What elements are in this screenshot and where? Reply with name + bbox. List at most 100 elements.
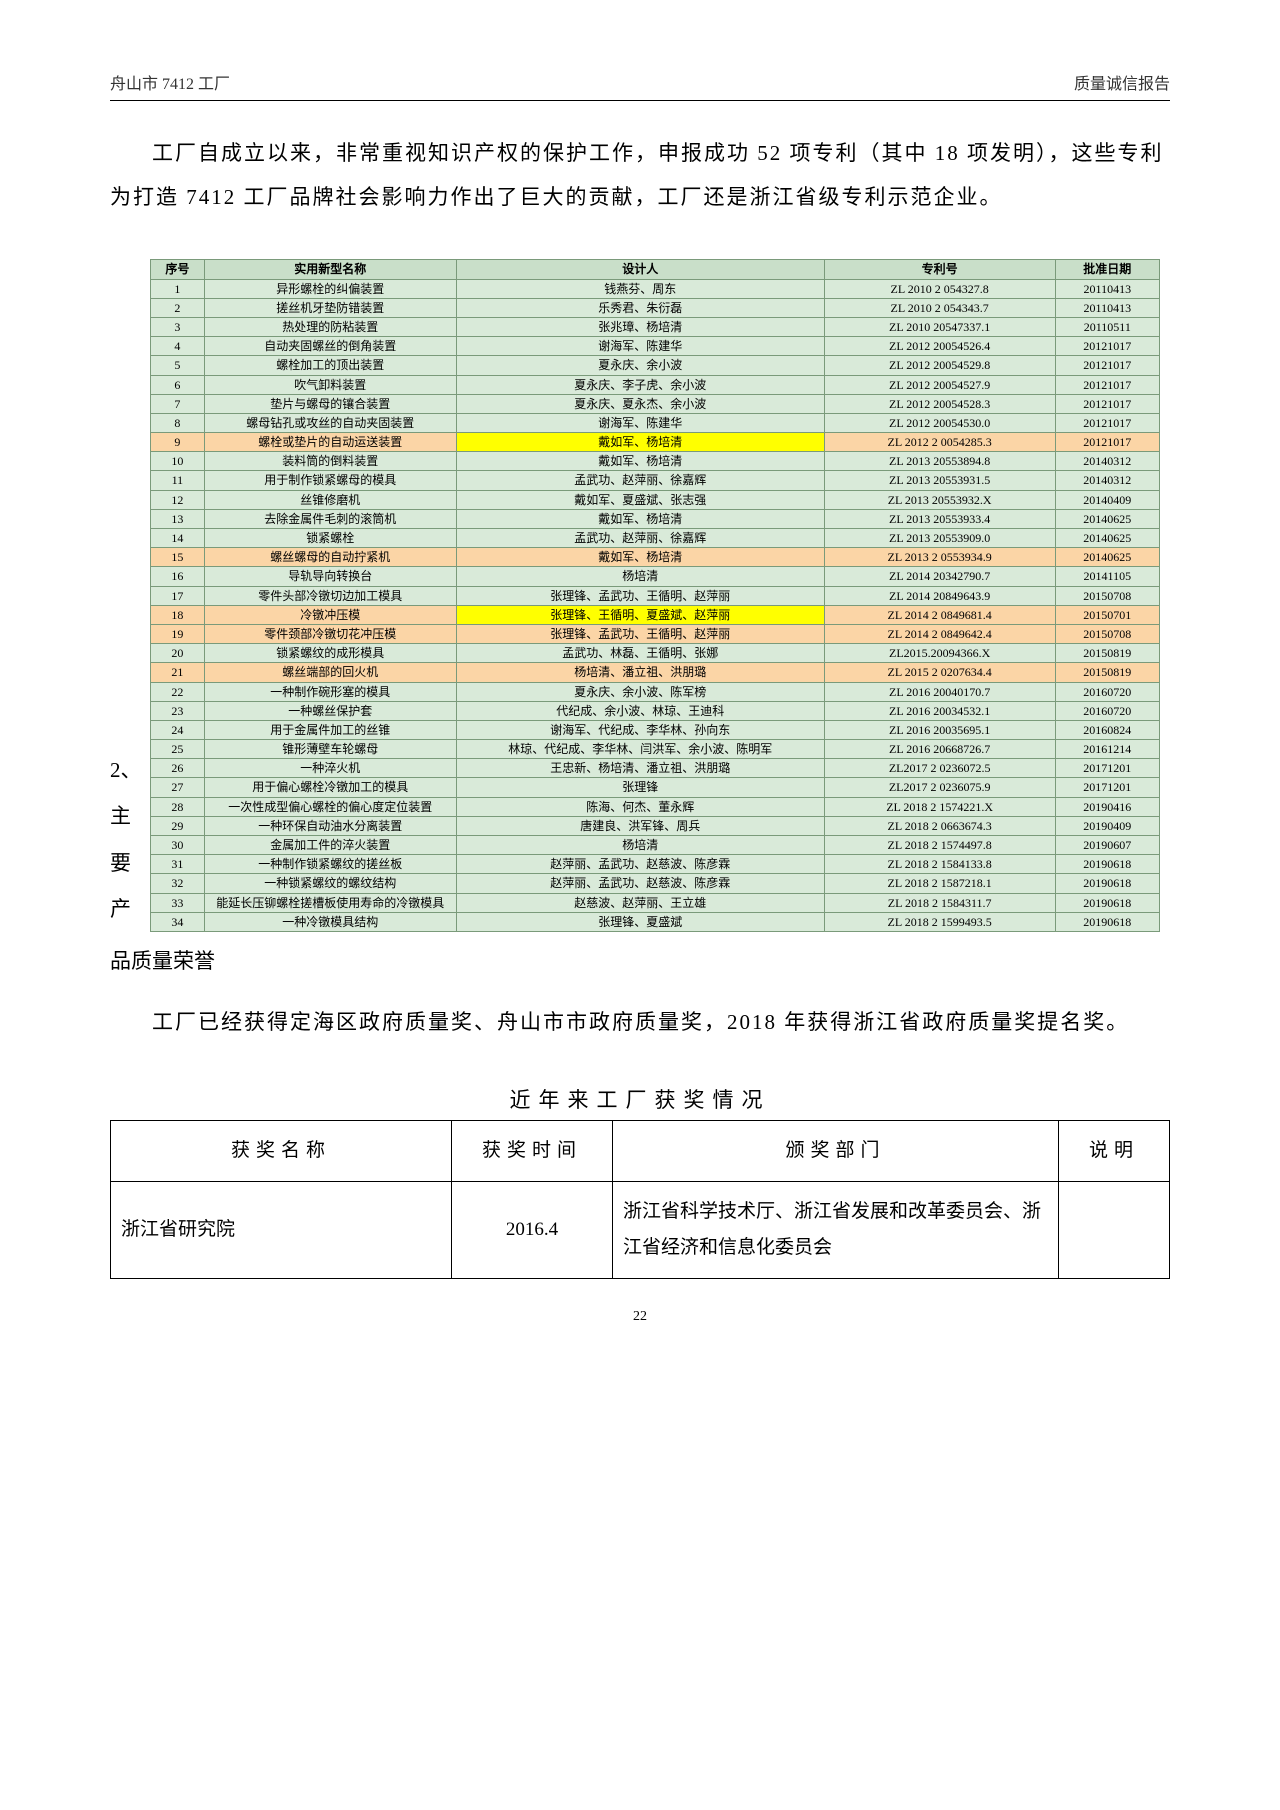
cell-seq: 21 <box>151 663 205 682</box>
cell-name: 一种制作碗形塞的模具 <box>204 682 456 701</box>
cell-name: 用于偏心螺栓冷镦加工的模具 <box>204 778 456 797</box>
aw-col-dept: 颁奖部门 <box>613 1121 1059 1182</box>
cell-patno: ZL 2012 20054529.8 <box>824 356 1055 375</box>
cell-designer: 戴如军、杨培清 <box>456 509 824 528</box>
cell-date: 20110413 <box>1055 298 1159 317</box>
table-row: 20锁紧螺纹的成形模具孟武功、林磊、王循明、张娜ZL2015.20094366.… <box>151 644 1160 663</box>
cell-patno: ZL2015.20094366.X <box>824 644 1055 663</box>
cell-name: 零件颈部冷镦切花冲压模 <box>204 624 456 643</box>
cell-name: 搓丝机牙垫防错装置 <box>204 298 456 317</box>
cell-patno: ZL 2010 2 054327.8 <box>824 279 1055 298</box>
cell-date: 20160824 <box>1055 720 1159 739</box>
cell-seq: 30 <box>151 836 205 855</box>
table-row: 26一种淬火机王忠新、杨培清、潘立祖、洪朋璐ZL2017 2 0236072.5… <box>151 759 1160 778</box>
cell-designer: 谢海军、陈建华 <box>456 337 824 356</box>
cell-patno: ZL 2018 2 1584311.7 <box>824 893 1055 912</box>
cell-name: 一种锁紧螺纹的螺纹结构 <box>204 874 456 893</box>
table-row: 11用于制作锁紧螺母的模具孟武功、赵萍丽、徐嘉辉ZL 2013 20553931… <box>151 471 1160 490</box>
award-time: 2016.4 <box>452 1182 613 1279</box>
col-name: 实用新型名称 <box>204 260 456 279</box>
cell-patno: ZL 2018 2 0663674.3 <box>824 816 1055 835</box>
cell-seq: 2 <box>151 298 205 317</box>
table-row: 4自动夹固螺丝的倒角装置谢海军、陈建华ZL 2012 20054526.4201… <box>151 337 1160 356</box>
cell-patno: ZL 2012 20054526.4 <box>824 337 1055 356</box>
page-number: 22 <box>110 1309 1170 1325</box>
cell-seq: 34 <box>151 912 205 931</box>
cell-name: 导轨导向转换台 <box>204 567 456 586</box>
cell-designer: 陈海、何杰、董永辉 <box>456 797 824 816</box>
header-right: 质量诚信报告 <box>1074 70 1170 94</box>
cell-seq: 26 <box>151 759 205 778</box>
cell-date: 20140312 <box>1055 452 1159 471</box>
cell-patno: ZL 2016 20035695.1 <box>824 720 1055 739</box>
table-row: 8螺母钻孔或攻丝的自动夹固装置谢海军、陈建华ZL 2012 20054530.0… <box>151 413 1160 432</box>
table-row: 10装料筒的倒料装置戴如军、杨培清ZL 2013 20553894.820140… <box>151 452 1160 471</box>
cell-date: 20190607 <box>1055 836 1159 855</box>
cell-seq: 5 <box>151 356 205 375</box>
cell-date: 20190618 <box>1055 912 1159 931</box>
col-patno: 专利号 <box>824 260 1055 279</box>
cell-seq: 6 <box>151 375 205 394</box>
table-row: 29一种环保自动油水分离装置唐建良、洪军锋、周兵ZL 2018 2 066367… <box>151 816 1160 835</box>
cell-designer: 夏永庆、余小波、陈军榜 <box>456 682 824 701</box>
cell-designer: 张理锋 <box>456 778 824 797</box>
cell-designer: 张理锋、夏盛斌 <box>456 912 824 931</box>
cell-designer: 林琼、代纪成、李华林、闫洪军、余小波、陈明军 <box>456 740 824 759</box>
awards-header-row: 获奖名称 获奖时间 颁奖部门 说明 <box>111 1121 1170 1182</box>
cell-date: 20110511 <box>1055 317 1159 336</box>
patents-header-row: 序号 实用新型名称 设计人 专利号 批准日期 <box>151 260 1160 279</box>
cell-designer: 乐秀君、朱衍磊 <box>456 298 824 317</box>
cell-date: 20140625 <box>1055 548 1159 567</box>
cell-date: 20140312 <box>1055 471 1159 490</box>
cell-designer: 戴如军、夏盛斌、张志强 <box>456 490 824 509</box>
cell-seq: 13 <box>151 509 205 528</box>
cell-seq: 4 <box>151 337 205 356</box>
cell-seq: 32 <box>151 874 205 893</box>
cell-patno: ZL 2018 2 1587218.1 <box>824 874 1055 893</box>
cell-designer: 夏永庆、余小波 <box>456 356 824 375</box>
cell-patno: ZL 2015 2 0207634.4 <box>824 663 1055 682</box>
cell-designer: 赵慈波、赵萍丽、王立雄 <box>456 893 824 912</box>
cell-seq: 1 <box>151 279 205 298</box>
cell-patno: ZL 2010 20547337.1 <box>824 317 1055 336</box>
cell-date: 20150819 <box>1055 644 1159 663</box>
cell-designer: 赵萍丽、孟武功、赵慈波、陈彦霖 <box>456 855 824 874</box>
honors-body: 工厂已经获得定海区政府质量奖、舟山市市政府质量奖，2018 年获得浙江省政府质量… <box>110 1000 1170 1044</box>
cell-seq: 19 <box>151 624 205 643</box>
header-left: 舟山市 7412 工厂 <box>110 70 230 94</box>
table-row: 9螺栓或垫片的自动运送装置戴如军、杨培清ZL 2012 2 0054285.32… <box>151 433 1160 452</box>
cell-name: 丝锥修磨机 <box>204 490 456 509</box>
cell-patno: ZL 2014 2 0849642.4 <box>824 624 1055 643</box>
cell-name: 一种淬火机 <box>204 759 456 778</box>
cell-seq: 14 <box>151 529 205 548</box>
cell-name: 零件头部冷镦切边加工模具 <box>204 586 456 605</box>
cell-name: 装料筒的倒料装置 <box>204 452 456 471</box>
table-row: 14锁紧螺栓孟武功、赵萍丽、徐嘉辉ZL 2013 20553909.020140… <box>151 529 1160 548</box>
cell-patno: ZL2017 2 0236072.5 <box>824 759 1055 778</box>
table-row: 21螺丝端部的回火机杨培清、潘立祖、洪朋璐ZL 2015 2 0207634.4… <box>151 663 1160 682</box>
cell-designer: 张理锋、王循明、夏盛斌、赵萍丽 <box>456 605 824 624</box>
section-side-label: 2、 主 要 产 <box>110 227 150 932</box>
table-row: 15螺丝螺母的自动拧紧机戴如军、杨培清ZL 2013 2 0553934.920… <box>151 548 1160 567</box>
table-row: 13去除金属件毛刺的滚筒机戴如军、杨培清ZL 2013 20553933.420… <box>151 509 1160 528</box>
cell-designer: 张理锋、孟武功、王循明、赵萍丽 <box>456 624 824 643</box>
cell-date: 20160720 <box>1055 682 1159 701</box>
aw-col-time: 获奖时间 <box>452 1121 613 1182</box>
table-row: 5螺栓加工的顶出装置夏永庆、余小波ZL 2012 20054529.820121… <box>151 356 1160 375</box>
award-name: 浙江省研究院 <box>111 1182 452 1279</box>
cell-patno: ZL 2016 20040170.7 <box>824 682 1055 701</box>
cell-patno: ZL 2016 20668726.7 <box>824 740 1055 759</box>
table-row: 32一种锁紧螺纹的螺纹结构赵萍丽、孟武功、赵慈波、陈彦霖ZL 2018 2 15… <box>151 874 1160 893</box>
cell-seq: 31 <box>151 855 205 874</box>
cell-patno: ZL 2018 2 1574497.8 <box>824 836 1055 855</box>
cell-date: 20171201 <box>1055 759 1159 778</box>
cell-date: 20190618 <box>1055 893 1159 912</box>
cell-designer: 夏永庆、夏永杰、余小波 <box>456 394 824 413</box>
cell-date: 20161214 <box>1055 740 1159 759</box>
cell-seq: 12 <box>151 490 205 509</box>
cell-name: 垫片与螺母的镶合装置 <box>204 394 456 413</box>
cell-date: 20150708 <box>1055 624 1159 643</box>
cell-designer: 孟武功、赵萍丽、徐嘉辉 <box>456 471 824 490</box>
cell-name: 金属加工件的淬火装置 <box>204 836 456 855</box>
cell-patno: ZL 2012 20054530.0 <box>824 413 1055 432</box>
